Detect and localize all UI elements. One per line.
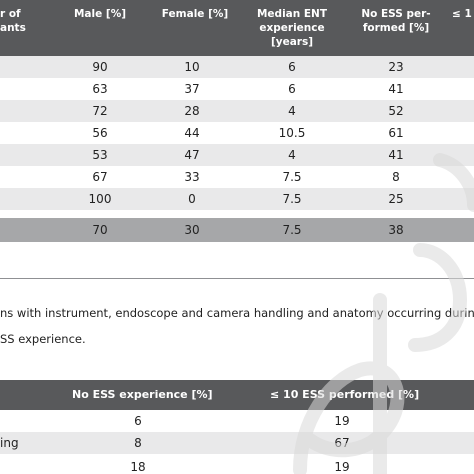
cell-median: 4 [288,148,296,162]
cell-median: 6 [288,82,296,96]
cell-female: 37 [184,82,200,96]
cell-no-ess: 52 [388,104,404,118]
cell-label [0,456,40,474]
header-no-ess: No ESS per- formed [%] [346,7,446,35]
cell-male: 72 [92,104,108,118]
header-le10-ess: ≤ 10 ESS performed [%] [270,388,420,401]
table-row: 53 47 4 41 [0,144,474,166]
cell-female: 47 [184,148,200,162]
total-median: 7.5 [282,223,302,237]
table-row: 90 10 6 23 [0,56,474,78]
caption-line1: ns with instrument, endoscope and camera… [0,306,474,320]
cell-label [0,410,40,432]
total-male: 70 [92,223,108,237]
header-no-ess-line1: No ESS per- [361,8,431,20]
cell-male: 90 [92,60,108,74]
table-row: 67 33 7.5 8 [0,166,474,188]
cell-median: 7.5 [282,170,302,184]
table-row: 6 19 [0,410,474,432]
cell-male: 63 [92,82,108,96]
cell-female: 33 [184,170,200,184]
cell-label: ing [0,436,19,450]
header-median-ent: Median ENT experience [years] [242,7,342,49]
cell-male: 100 [88,192,112,206]
total-no-ess: 38 [388,223,404,237]
cell-no-ess: 8 [392,170,400,184]
cell-no-ess: 41 [388,82,404,96]
cell-no-ess-experience: 8 [134,436,142,450]
cell-le10: 19 [334,460,350,474]
cell-no-ess-experience: 18 [130,460,146,474]
cell-female: 10 [184,60,200,74]
header-no-ess-line2: formed [%] [362,22,430,34]
cell-female: 0 [188,192,196,206]
cell-female: 44 [184,126,200,140]
cell-no-ess-experience: 6 [134,414,142,428]
cell-no-ess: 41 [388,148,404,162]
header-female: Female [%] [161,8,229,20]
total-female: 30 [184,223,200,237]
table-row: 100 0 7.5 25 [0,188,474,210]
cell-median: 4 [288,104,296,118]
header-participants-line1: r of [0,8,21,20]
header-participants-line2: ants [0,22,26,34]
header-male: Male [%] [73,8,127,20]
cell-le10: 19 [334,414,350,428]
cell-median: 7.5 [282,192,302,206]
table-row: ing 8 67 [0,432,474,454]
table-row: 56 44 10.5 61 [0,122,474,144]
header-participants: r of ants [0,7,32,35]
cell-female: 28 [184,104,200,118]
cell-median: 6 [288,60,296,74]
table1-header: r of ants Male [%] Female [%] Median ENT… [0,0,474,56]
header-cut: ≤ 1 [452,8,472,20]
caption-line2: SS experience. [0,332,86,346]
header-median-line1: Median ENT [256,8,328,20]
cell-no-ess: 23 [388,60,404,74]
cell-no-ess: 25 [388,192,404,206]
header-median-line2: experience [259,22,325,34]
table-row: 18 19 [0,456,474,474]
cell-le10: 67 [334,436,350,450]
table1-divider [0,278,474,279]
table-total-row: 70 30 7.5 38 [0,218,474,242]
table2-header: No ESS experience [%] ≤ 10 ESS performed… [0,380,474,410]
cell-male: 56 [92,126,108,140]
cell-no-ess: 61 [388,126,404,140]
cell-male: 53 [92,148,108,162]
cell-median: 10.5 [278,126,306,140]
header-no-ess-experience: No ESS experience [%] [72,388,213,401]
header-median-line3: [years] [270,36,314,48]
table-row: 63 37 6 41 [0,78,474,100]
table-row: 72 28 4 52 [0,100,474,122]
cell-male: 67 [92,170,108,184]
